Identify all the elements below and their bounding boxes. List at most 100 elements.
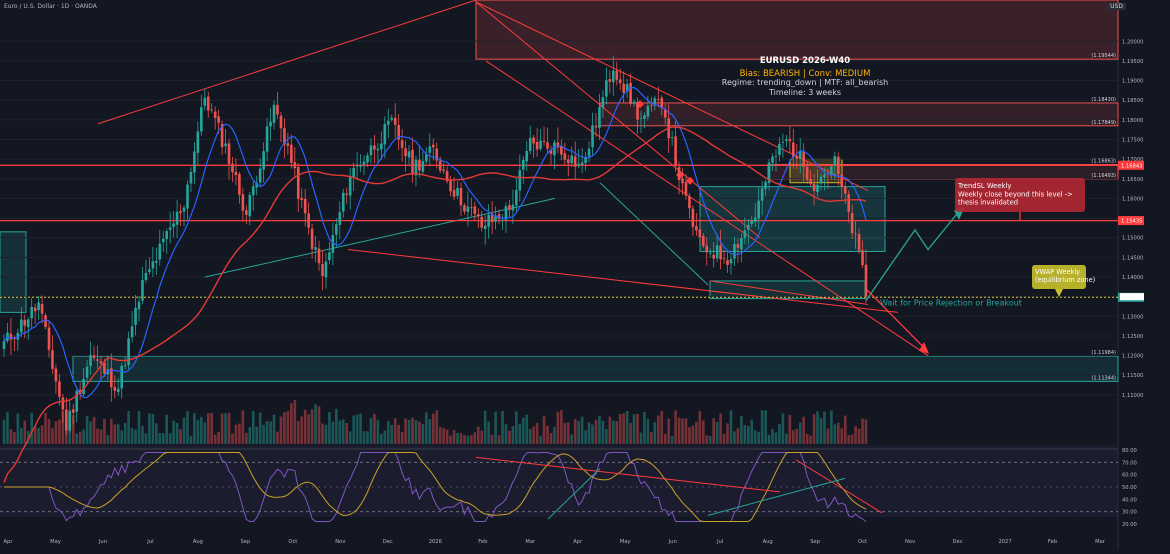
- candle-body[interactable]: [743, 230, 747, 238]
- candle-body[interactable]: [781, 142, 785, 144]
- candle-body[interactable]: [618, 79, 622, 84]
- candle-body[interactable]: [251, 186, 255, 196]
- candle-body[interactable]: [85, 366, 89, 378]
- candle-body[interactable]: [840, 174, 844, 187]
- candle-body[interactable]: [691, 208, 695, 227]
- candle-body[interactable]: [193, 151, 196, 173]
- candle-body[interactable]: [161, 238, 165, 243]
- candle-body[interactable]: [328, 252, 331, 261]
- candle-body[interactable]: [459, 187, 463, 206]
- candle-body[interactable]: [473, 206, 477, 214]
- candle-body[interactable]: [324, 261, 328, 278]
- candle-body[interactable]: [539, 140, 542, 149]
- candle-body[interactable]: [805, 166, 809, 180]
- candle-body[interactable]: [587, 148, 591, 157]
- candle-body[interactable]: [245, 210, 248, 215]
- candle-body[interactable]: [428, 146, 432, 153]
- candle-body[interactable]: [615, 70, 619, 80]
- candle-body[interactable]: [96, 359, 99, 361]
- candle-body[interactable]: [767, 162, 771, 183]
- candle-body[interactable]: [695, 226, 698, 231]
- candle-body[interactable]: [120, 365, 124, 389]
- candle-body[interactable]: [248, 194, 252, 217]
- candle-body[interactable]: [206, 96, 210, 111]
- candle-body[interactable]: [442, 169, 445, 171]
- candle-body[interactable]: [833, 156, 837, 166]
- candle-body[interactable]: [151, 261, 155, 269]
- candle-body[interactable]: [726, 260, 729, 265]
- candle-body[interactable]: [470, 207, 473, 209]
- candle-body[interactable]: [674, 136, 677, 166]
- candle-body[interactable]: [452, 189, 456, 197]
- candle-body[interactable]: [341, 192, 345, 212]
- candle-body[interactable]: [286, 143, 290, 146]
- candle-body[interactable]: [276, 104, 279, 115]
- support-line-recent[interactable]: [709, 280, 869, 306]
- candle-body[interactable]: [40, 303, 44, 314]
- candle-body[interactable]: [134, 307, 137, 326]
- candle-body[interactable]: [546, 142, 549, 149]
- panel-separator[interactable]: [0, 448, 1118, 450]
- candle-body[interactable]: [563, 153, 567, 160]
- candle-body[interactable]: [418, 159, 421, 171]
- candle-body[interactable]: [857, 234, 861, 251]
- candle-body[interactable]: [168, 227, 172, 231]
- candle-body[interactable]: [200, 107, 203, 132]
- candle-body[interactable]: [591, 125, 594, 148]
- candle-body[interactable]: [449, 180, 452, 192]
- candle-body[interactable]: [241, 194, 245, 211]
- rsi-trendline-bull[interactable]: [547, 468, 601, 520]
- candle-body[interactable]: [663, 109, 667, 118]
- candle-body[interactable]: [476, 214, 480, 217]
- candle-body[interactable]: [317, 248, 321, 264]
- candle-body[interactable]: [407, 151, 411, 158]
- candle-body[interactable]: [480, 216, 484, 228]
- candle-body[interactable]: [61, 397, 65, 410]
- candle-body[interactable]: [802, 151, 805, 167]
- candle-body[interactable]: [258, 168, 262, 183]
- candle-body[interactable]: [643, 115, 646, 120]
- candle-body[interactable]: [158, 243, 162, 260]
- candle-body[interactable]: [314, 247, 317, 250]
- candle-body[interactable]: [227, 143, 231, 165]
- candle-body[interactable]: [677, 167, 681, 181]
- candle-body[interactable]: [303, 198, 307, 214]
- candle-body[interactable]: [528, 137, 532, 151]
- candle-body[interactable]: [373, 145, 376, 150]
- candle-body[interactable]: [383, 124, 387, 145]
- candle-body[interactable]: [864, 264, 868, 297]
- candle-body[interactable]: [210, 109, 214, 111]
- candle-body[interactable]: [366, 155, 369, 163]
- candle-body[interactable]: [47, 327, 51, 350]
- candle-body[interactable]: [560, 146, 563, 155]
- candle-body[interactable]: [830, 166, 833, 176]
- candle-body[interactable]: [483, 225, 487, 230]
- candle-body[interactable]: [577, 163, 580, 166]
- candle-body[interactable]: [33, 307, 37, 312]
- candle-body[interactable]: [719, 245, 722, 260]
- resistance-line-to-target[interactable]: [485, 60, 929, 357]
- candle-body[interactable]: [594, 125, 598, 128]
- candle-body[interactable]: [837, 156, 840, 175]
- candle-body[interactable]: [823, 174, 826, 178]
- candle-body[interactable]: [321, 264, 324, 276]
- candle-body[interactable]: [414, 159, 418, 176]
- candle-body[interactable]: [438, 160, 442, 171]
- candle-body[interactable]: [369, 145, 373, 156]
- candle-body[interactable]: [504, 206, 508, 220]
- candle-body[interactable]: [785, 139, 788, 141]
- candle-body[interactable]: [521, 159, 525, 170]
- candle-body[interactable]: [290, 144, 293, 163]
- candle-body[interactable]: [740, 238, 743, 250]
- candle-body[interactable]: [307, 213, 310, 228]
- candle-body[interactable]: [608, 79, 612, 82]
- candle-body[interactable]: [331, 235, 335, 253]
- candle-body[interactable]: [234, 171, 238, 175]
- rsi-trendline-bear[interactable]: [475, 456, 781, 493]
- candle-body[interactable]: [393, 117, 397, 125]
- support-line-teal-2[interactable]: [599, 182, 709, 286]
- candle-body[interactable]: [684, 182, 688, 196]
- candle-body[interactable]: [224, 143, 227, 147]
